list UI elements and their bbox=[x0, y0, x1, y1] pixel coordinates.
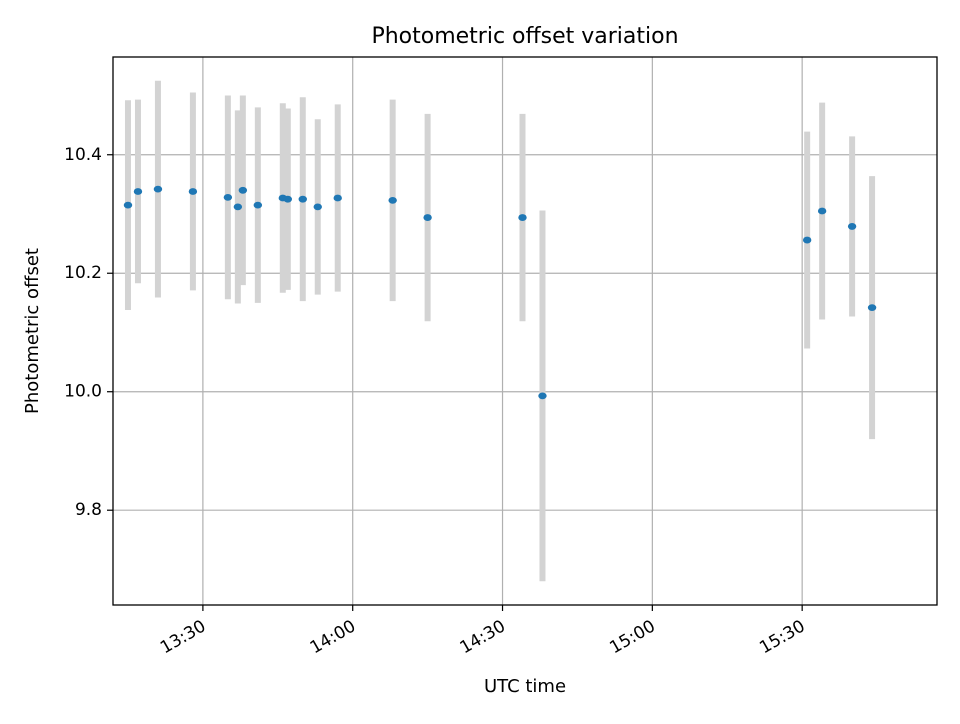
y-tick-label: 9.8 bbox=[75, 500, 102, 520]
x-tick-label: 15:30 bbox=[756, 616, 808, 658]
plot-frame bbox=[112, 56, 938, 606]
data-point bbox=[238, 186, 248, 194]
data-point bbox=[283, 195, 292, 203]
data-point bbox=[388, 196, 397, 204]
data-point bbox=[518, 214, 527, 221]
y-tick-label: 10.2 bbox=[64, 263, 102, 283]
data-point bbox=[223, 194, 233, 201]
y-tick-label: 10.4 bbox=[64, 145, 102, 165]
x-axis-label: UTC time bbox=[484, 676, 566, 697]
y-axis-ticks: 9.8 10.0 10.2 10.4 bbox=[64, 145, 113, 520]
data-points bbox=[123, 185, 877, 400]
x-tick-label: 13:30 bbox=[157, 616, 209, 658]
data-point bbox=[133, 188, 143, 195]
data-point bbox=[153, 185, 163, 193]
data-point bbox=[253, 201, 263, 209]
error-bars bbox=[124, 80, 876, 582]
data-point bbox=[188, 188, 198, 195]
data-point bbox=[233, 203, 243, 211]
data-point bbox=[538, 392, 547, 400]
data-point bbox=[847, 223, 857, 230]
data-point bbox=[423, 214, 432, 221]
x-tick-label: 15:00 bbox=[606, 616, 658, 658]
data-point bbox=[817, 207, 827, 215]
data-point bbox=[123, 201, 133, 209]
data-point bbox=[313, 203, 322, 211]
data-point bbox=[802, 236, 812, 244]
chart-title: Photometric offset variation bbox=[371, 24, 678, 49]
x-tick-label: 14:30 bbox=[457, 616, 509, 658]
x-axis-ticks: 13:30 14:00 14:30 15:00 15:30 bbox=[157, 605, 809, 658]
y-tick-label: 10.0 bbox=[64, 382, 102, 402]
data-point bbox=[333, 194, 342, 202]
data-point bbox=[298, 195, 307, 203]
data-point bbox=[867, 304, 877, 311]
x-tick-label: 14:00 bbox=[307, 616, 359, 658]
y-axis-label: Photometric offset bbox=[22, 248, 43, 414]
